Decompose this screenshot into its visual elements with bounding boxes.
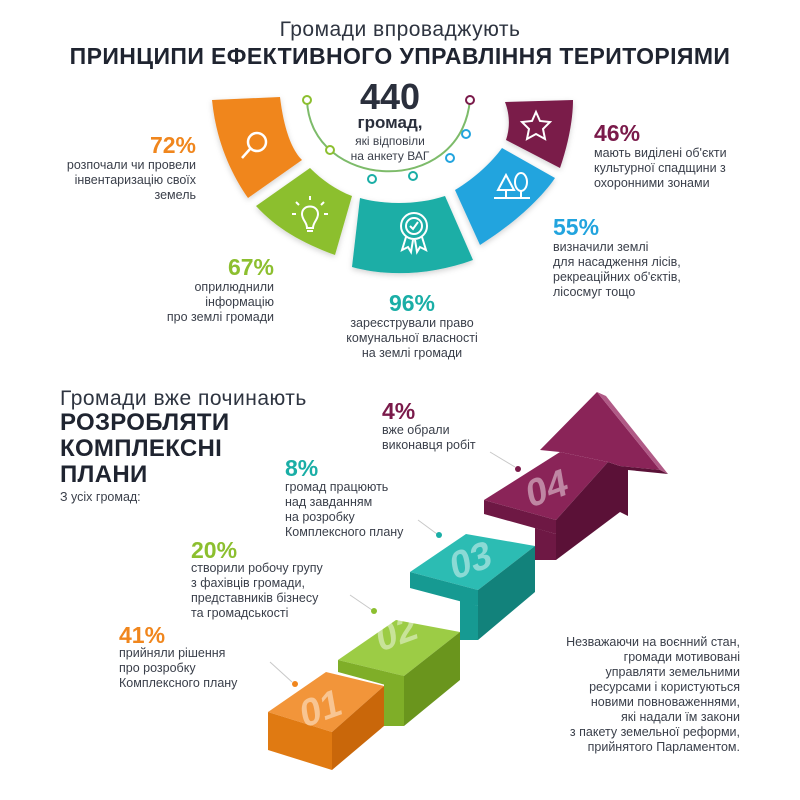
stat-55-text: визначили землі для насадження лісів, ре… — [553, 240, 681, 299]
segment-orange — [212, 97, 302, 198]
staircase — [268, 392, 668, 770]
arc-connector — [306, 99, 471, 173]
stat-72-text: розпочали чи провели інвентаризацію свої… — [66, 158, 196, 202]
stat-46-text: мають виділені об'єкти культурної спадщи… — [594, 146, 727, 190]
footnote: Незважаючи на воєнний стан, громади моти… — [566, 635, 740, 754]
stat-55-pct: 55% — [553, 214, 600, 240]
center-description: які відповіли на анкету ВАГ — [350, 134, 430, 163]
center-unit: громад, — [357, 113, 423, 132]
step-8-pct: 8% — [285, 455, 319, 481]
trees-icon — [494, 172, 530, 199]
stat-96-pct: 96% — [388, 290, 436, 316]
step-41-pct: 41% — [119, 622, 166, 648]
leader-lines — [269, 451, 516, 683]
step-20-text: створили робочу групу з фахівців громади… — [191, 561, 323, 620]
step-4-pct: 4% — [382, 398, 416, 424]
section1-title: ПРИНЦИПИ ЕФЕКТИВНОГО УПРАВЛІННЯ ТЕРИТОРІ… — [69, 43, 731, 69]
magnifier-icon — [241, 131, 268, 159]
segment-maroon — [505, 100, 573, 168]
section2-title: РОЗРОБЛЯТИ КОМПЛЕКСНІ ПЛАНИ — [60, 409, 230, 488]
lightbulb-icon — [292, 196, 328, 232]
section1-subtitle: Громади впроваджують — [279, 18, 521, 41]
center-number: 440 — [359, 76, 421, 117]
section2-note: З усіх громад: — [60, 490, 141, 504]
stat-72-pct: 72% — [149, 132, 196, 158]
step-41-text: прийняли рішення про розробку Комплексно… — [119, 646, 238, 690]
stat-67-pct: 67% — [227, 254, 274, 280]
step-4-text: вже обрали виконавця робіт — [382, 423, 476, 452]
star-icon — [519, 109, 553, 141]
stat-46-pct: 46% — [594, 120, 641, 146]
step-8-text: громад працюють над завданням на розробк… — [285, 480, 404, 539]
segment-green — [256, 168, 352, 255]
award-badge-icon — [400, 212, 428, 255]
step-20-pct: 20% — [191, 537, 238, 563]
section2-subtitle: Громади вже починають — [60, 387, 307, 410]
stat-96-text: зареєстрували право комунальної власност… — [346, 316, 478, 360]
stat-67-text: оприлюднили інформацію про землі громади — [166, 280, 274, 324]
